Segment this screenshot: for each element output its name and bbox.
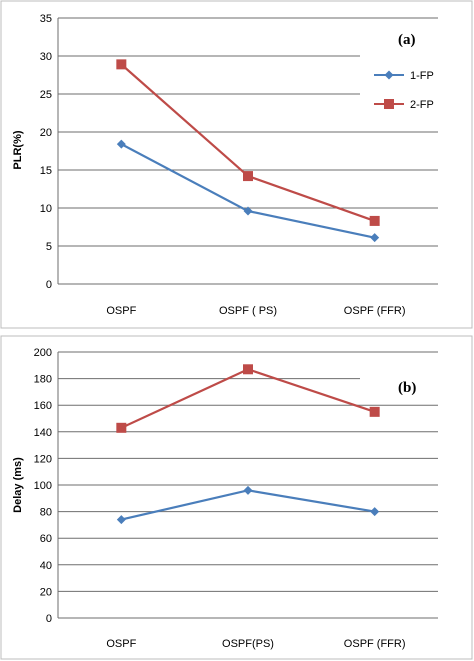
panel-b-frame	[0, 335, 473, 660]
x-tick-label: OSPF (FFR)	[344, 305, 406, 317]
data-point	[116, 59, 127, 70]
legend-entry-1: 1-FP	[374, 70, 434, 82]
data-point	[369, 215, 380, 226]
y-tick-label: 60	[40, 533, 52, 545]
x-tick-label: OSPF ( PS)	[219, 305, 277, 317]
data-point	[243, 206, 253, 216]
x-tick-label: OSPF	[106, 638, 136, 650]
data-point	[243, 364, 253, 375]
panel-a-y-ticks: 0 5 10 15 20 25 30 35	[40, 13, 52, 291]
data-point	[370, 233, 380, 243]
data-point	[116, 515, 126, 525]
data-point	[369, 406, 380, 417]
panel-a-y-axis-label: PLR(%)	[12, 130, 24, 169]
y-tick-label: 35	[40, 13, 52, 25]
y-tick-label: 200	[34, 347, 52, 359]
y-tick-label: 40	[40, 560, 52, 572]
panel-a-series	[116, 59, 380, 243]
y-tick-label: 0	[46, 279, 52, 291]
data-point	[370, 507, 380, 517]
y-tick-label: 100	[34, 480, 52, 492]
data-point	[243, 485, 253, 495]
panel-b-y-axis-label: Delay (ms)	[12, 457, 24, 513]
panel-b-tag: (b)	[398, 380, 416, 396]
panel-b-y-ticks: 0 20 40 60 80 100 120 140 160 180 200	[34, 347, 52, 625]
y-tick-label: 30	[40, 51, 52, 63]
y-tick-label: 140	[34, 427, 52, 439]
x-tick-label: OSPF(PS)	[222, 638, 274, 650]
y-tick-label: 25	[40, 89, 52, 101]
legend-entry-2: 2-FP	[374, 99, 434, 111]
data-point	[116, 139, 126, 149]
y-tick-label: 20	[40, 586, 52, 598]
legend-2-marker	[384, 99, 394, 109]
y-tick-label: 80	[40, 507, 52, 519]
y-tick-label: 10	[40, 203, 52, 215]
x-tick-label: OSPF (FFR)	[344, 638, 406, 650]
panel-b-series	[116, 364, 380, 525]
panel-b-x-ticks: OSPF OSPF(PS) OSPF (FFR)	[106, 638, 405, 650]
legend: 1-FP 2-FP	[374, 70, 434, 111]
y-tick-label: 20	[40, 127, 52, 139]
y-tick-label: 120	[34, 453, 52, 465]
panel-a-x-ticks: OSPF OSPF ( PS) OSPF (FFR)	[106, 305, 405, 317]
panel-b-gridlines	[57, 351, 438, 619]
y-tick-label: 5	[46, 241, 52, 253]
legend-1-marker	[384, 70, 394, 80]
panel-a-tag: (a)	[398, 32, 416, 48]
chart-panel-b: 0 20 40 60 80 100 120 140 160 180 200 OSPF OSPF(PS)…	[0, 335, 473, 660]
x-tick-label: OSPF	[106, 305, 136, 317]
data-point	[243, 171, 253, 182]
y-tick-label: 160	[34, 400, 52, 412]
legend-2-label: 2-FP	[410, 99, 434, 111]
data-point	[116, 422, 127, 433]
y-tick-label: 15	[40, 165, 52, 177]
y-tick-label: 180	[34, 374, 52, 386]
panel-a-gridlines	[57, 17, 438, 285]
legend-1-label: 1-FP	[410, 70, 434, 82]
y-tick-label: 0	[46, 613, 52, 625]
